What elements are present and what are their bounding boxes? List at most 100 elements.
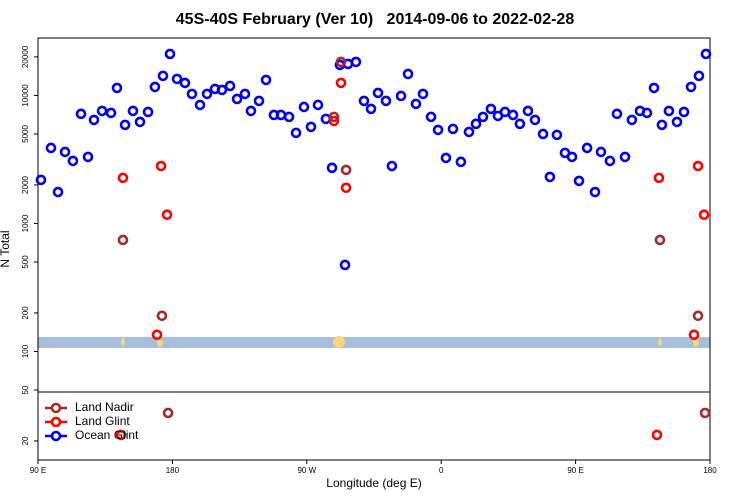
point bbox=[162, 407, 174, 419]
x-tick-label: 180 bbox=[703, 466, 717, 475]
point bbox=[260, 74, 272, 86]
point bbox=[688, 329, 700, 341]
point bbox=[326, 162, 338, 174]
point bbox=[685, 81, 697, 93]
point bbox=[45, 142, 57, 154]
legend-label: Ocean Glint bbox=[75, 428, 139, 442]
y-tick-label: 200 bbox=[21, 306, 30, 320]
point bbox=[171, 73, 183, 85]
point bbox=[692, 160, 704, 172]
point bbox=[75, 108, 87, 120]
x-tick-label: 180 bbox=[166, 466, 180, 475]
point bbox=[161, 209, 173, 221]
point bbox=[339, 259, 351, 271]
point bbox=[275, 109, 287, 121]
point bbox=[470, 118, 482, 130]
surface-strip bbox=[38, 336, 710, 348]
point bbox=[522, 105, 534, 117]
point bbox=[88, 114, 100, 126]
legend-label: Land Glint bbox=[75, 414, 130, 428]
point bbox=[386, 160, 398, 172]
point bbox=[142, 106, 154, 118]
point bbox=[417, 88, 429, 100]
point bbox=[157, 70, 169, 82]
point bbox=[231, 93, 243, 105]
point bbox=[648, 82, 660, 94]
point bbox=[619, 151, 631, 163]
point bbox=[477, 111, 489, 123]
point bbox=[678, 106, 690, 118]
point bbox=[611, 108, 623, 120]
point bbox=[335, 56, 347, 68]
point bbox=[604, 155, 616, 167]
point bbox=[544, 171, 556, 183]
legend-marker bbox=[50, 416, 62, 428]
point bbox=[447, 123, 459, 135]
point bbox=[656, 119, 668, 131]
point bbox=[589, 186, 601, 198]
point bbox=[463, 126, 475, 138]
point bbox=[52, 186, 64, 198]
point bbox=[117, 172, 129, 184]
point bbox=[432, 124, 444, 136]
y-tick-label: 50 bbox=[21, 385, 30, 394]
x-tick-label: 90 E bbox=[567, 466, 583, 475]
point bbox=[328, 115, 340, 127]
point bbox=[698, 209, 710, 221]
point bbox=[151, 329, 163, 341]
point bbox=[514, 118, 526, 130]
point bbox=[380, 95, 392, 107]
point bbox=[693, 70, 705, 82]
y-tick-label: 10000 bbox=[21, 84, 30, 107]
y-tick-label: 2000 bbox=[21, 175, 30, 193]
y-tick-label: 1000 bbox=[21, 214, 30, 232]
point bbox=[654, 234, 666, 246]
point bbox=[641, 107, 653, 119]
legend-marker bbox=[50, 402, 62, 414]
ocean-strip bbox=[38, 337, 710, 348]
point bbox=[320, 113, 332, 125]
point bbox=[425, 111, 437, 123]
point bbox=[115, 429, 127, 441]
point bbox=[340, 164, 352, 176]
point bbox=[283, 111, 295, 123]
point bbox=[111, 82, 123, 94]
point bbox=[179, 77, 191, 89]
point bbox=[653, 172, 665, 184]
point bbox=[127, 105, 139, 117]
y-tick-label: 5000 bbox=[21, 125, 30, 143]
y-axis-label: N Total bbox=[0, 230, 12, 267]
point bbox=[372, 87, 384, 99]
point bbox=[692, 310, 704, 322]
point bbox=[529, 114, 541, 126]
land-patch bbox=[333, 336, 345, 348]
point bbox=[485, 103, 497, 115]
point bbox=[537, 128, 549, 140]
point bbox=[551, 129, 563, 141]
legend-marker bbox=[50, 430, 62, 442]
land-patch bbox=[658, 338, 662, 346]
point bbox=[581, 142, 593, 154]
point bbox=[298, 101, 310, 113]
point bbox=[335, 77, 347, 89]
point bbox=[305, 121, 317, 133]
point bbox=[440, 152, 452, 164]
point bbox=[595, 146, 607, 158]
point bbox=[402, 68, 414, 80]
point bbox=[626, 114, 638, 126]
legend-label: Land Nadir bbox=[75, 400, 134, 414]
point bbox=[350, 56, 362, 68]
chart-title: 45S-40S February (Ver 10) 2014-09-06 to … bbox=[176, 11, 575, 28]
x-tick-label: 0 bbox=[439, 466, 444, 475]
point bbox=[507, 109, 519, 121]
point bbox=[312, 99, 324, 111]
point bbox=[67, 155, 79, 167]
point bbox=[117, 234, 129, 246]
x-axis-label: Longitude (deg E) bbox=[326, 476, 421, 490]
point bbox=[96, 105, 108, 117]
point bbox=[155, 160, 167, 172]
point bbox=[105, 107, 117, 119]
point bbox=[358, 95, 370, 107]
